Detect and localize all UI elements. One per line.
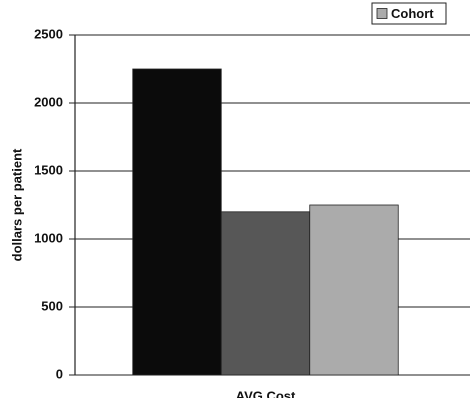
legend-label: Cohort bbox=[391, 6, 434, 21]
x-tick-label: AVG Cost bbox=[236, 388, 296, 398]
bar bbox=[309, 204, 399, 376]
legend-swatch bbox=[376, 8, 388, 19]
y-tick-label: 0 bbox=[56, 366, 63, 381]
y-tick-label: 2000 bbox=[34, 94, 63, 109]
legend-box bbox=[371, 2, 447, 25]
y-tick-label: 2500 bbox=[34, 26, 63, 41]
bar bbox=[132, 68, 222, 376]
y-tick-label: 1500 bbox=[34, 162, 63, 177]
y-tick-label: 1000 bbox=[34, 230, 63, 245]
y-axis-label: dollars per patient bbox=[9, 148, 24, 261]
bar bbox=[220, 211, 311, 376]
y-tick-label: 500 bbox=[41, 298, 63, 313]
